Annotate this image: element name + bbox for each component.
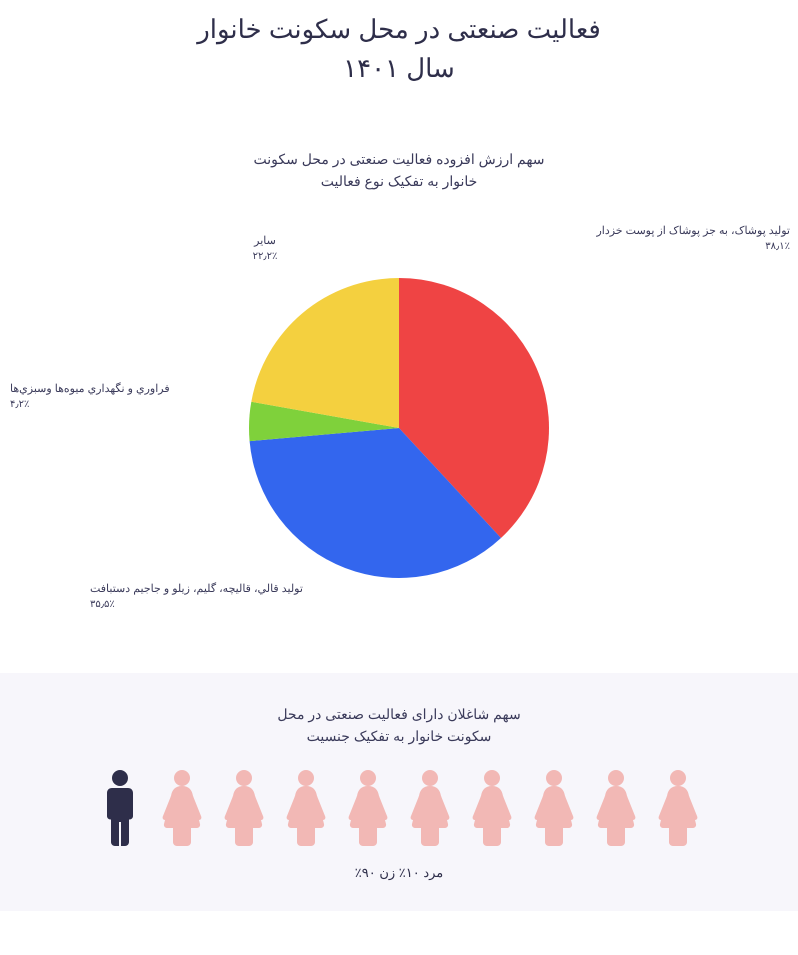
male-icon bbox=[98, 768, 142, 846]
pie-slice-label-pct: ۳۵٫۵٪ bbox=[90, 597, 310, 612]
female-icon bbox=[532, 768, 576, 846]
pie-slice-label-text: تولید قالي، قاليچه، گليم، زيلو و جاجيم د… bbox=[90, 581, 310, 598]
person-female bbox=[470, 768, 514, 851]
pie-slice-label-pct: ۲۲٫۲٪ bbox=[235, 249, 295, 264]
pie-chart bbox=[247, 276, 551, 580]
title-line1: فعالیت صنعتی در محل سکونت خانوار bbox=[197, 14, 601, 44]
person-female bbox=[656, 768, 700, 851]
gender-caption: مرد ۱۰٪ زن ۹۰٪ bbox=[0, 865, 798, 881]
people-row bbox=[0, 768, 798, 851]
gender-subtitle-line2: سکونت خانوار به تفکیک جنسیت bbox=[307, 728, 492, 744]
pie-slice-label-pct: ۳۸٫۱٪ bbox=[590, 239, 790, 254]
female-icon bbox=[408, 768, 452, 846]
pie-slice-label: سایر۲۲٫۲٪ bbox=[235, 233, 295, 265]
page: فعالیت صنعتی در محل سکونت خانوار سال ۱۴۰… bbox=[0, 0, 798, 911]
female-icon bbox=[222, 768, 266, 846]
person-female bbox=[284, 768, 328, 851]
person-female bbox=[160, 768, 204, 851]
pie-subtitle: سهم ارزش افزوده فعالیت صنعتی در محل سکون… bbox=[0, 148, 798, 193]
main-title: فعالیت صنعتی در محل سکونت خانوار سال ۱۴۰… bbox=[0, 0, 798, 88]
person-female bbox=[222, 768, 266, 851]
pie-subtitle-line2: خانوار به تفکیک نوع فعالیت bbox=[321, 173, 478, 189]
female-icon bbox=[470, 768, 514, 846]
pie-slice bbox=[251, 278, 399, 428]
female-icon bbox=[160, 768, 204, 846]
person-female bbox=[532, 768, 576, 851]
pie-slice-label: تولید پوشاک، به جز پوشاک از پوست خزدار۳۸… bbox=[590, 223, 790, 255]
pie-chart-area: تولید پوشاک، به جز پوشاک از پوست خزدار۳۸… bbox=[0, 213, 798, 643]
pie-slice-label: فراوري و نگهداري ميوه‌ها وسبزي‌ها۴٫۲٪ bbox=[10, 381, 230, 413]
female-icon bbox=[284, 768, 328, 846]
female-icon bbox=[346, 768, 390, 846]
gender-subtitle-line1: سهم شاغلان دارای فعالیت صنعتی در محل bbox=[277, 706, 520, 722]
gender-section: سهم شاغلان دارای فعالیت صنعتی در محل سکو… bbox=[0, 673, 798, 911]
pie-slice-label-text: سایر bbox=[235, 233, 295, 250]
person-female bbox=[346, 768, 390, 851]
pie-slice-label-pct: ۴٫۲٪ bbox=[10, 397, 230, 412]
person-male bbox=[98, 768, 142, 851]
female-icon bbox=[656, 768, 700, 846]
pie-slice-label-text: تولید پوشاک، به جز پوشاک از پوست خزدار bbox=[590, 223, 790, 240]
title-line2: سال ۱۴۰۱ bbox=[343, 53, 455, 83]
person-female bbox=[594, 768, 638, 851]
person-female bbox=[408, 768, 452, 851]
female-icon bbox=[594, 768, 638, 846]
pie-subtitle-line1: سهم ارزش افزوده فعالیت صنعتی در محل سکون… bbox=[253, 151, 544, 167]
gender-subtitle: سهم شاغلان دارای فعالیت صنعتی در محل سکو… bbox=[0, 703, 798, 748]
pie-slice-label-text: فراوري و نگهداري ميوه‌ها وسبزي‌ها bbox=[10, 381, 230, 398]
pie-slice-label: تولید قالي، قاليچه، گليم، زيلو و جاجيم د… bbox=[90, 581, 310, 613]
